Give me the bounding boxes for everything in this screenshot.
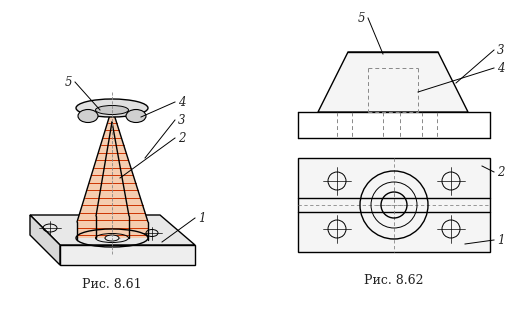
Text: Рис. 8.61: Рис. 8.61: [82, 277, 142, 291]
Ellipse shape: [76, 99, 148, 117]
Polygon shape: [30, 215, 195, 245]
Polygon shape: [318, 52, 468, 112]
Text: 2: 2: [497, 166, 505, 178]
Ellipse shape: [78, 109, 98, 123]
Polygon shape: [77, 108, 112, 238]
Text: 1: 1: [497, 233, 505, 247]
Ellipse shape: [126, 109, 146, 123]
Polygon shape: [298, 158, 490, 252]
Polygon shape: [60, 245, 195, 265]
Text: 4: 4: [497, 62, 505, 74]
Text: 5: 5: [64, 75, 72, 89]
Text: 2: 2: [178, 132, 185, 144]
Ellipse shape: [95, 106, 129, 115]
Polygon shape: [112, 108, 148, 238]
Text: 4: 4: [178, 96, 185, 108]
Ellipse shape: [105, 235, 119, 241]
Text: Рис. 8.62: Рис. 8.62: [364, 273, 424, 287]
Text: 3: 3: [497, 44, 505, 56]
Text: 5: 5: [357, 12, 365, 24]
Text: 3: 3: [178, 114, 185, 126]
Polygon shape: [30, 215, 60, 265]
Text: 1: 1: [198, 212, 205, 224]
